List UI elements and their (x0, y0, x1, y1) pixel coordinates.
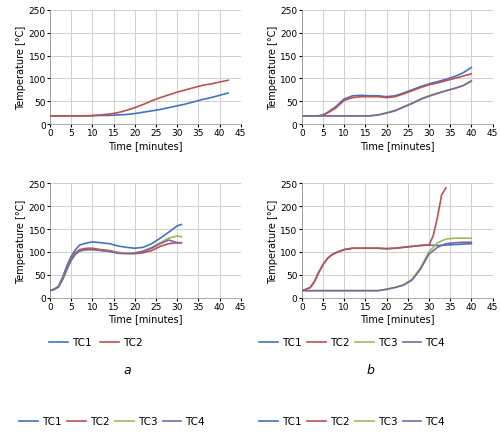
Y-axis label: Temperature [°C]: Temperature [°C] (16, 199, 26, 283)
X-axis label: Time [minutes]: Time [minutes] (360, 314, 434, 324)
Legend: TC1, TC2, TC3, TC4: TC1, TC2, TC3, TC4 (15, 412, 210, 431)
Legend: TC1, TC2, TC3, TC4: TC1, TC2, TC3, TC4 (255, 412, 450, 431)
Y-axis label: Temperature [°C]: Temperature [°C] (268, 26, 278, 110)
Y-axis label: Temperature [°C]: Temperature [°C] (16, 26, 26, 110)
X-axis label: Time [minutes]: Time [minutes] (108, 314, 182, 324)
X-axis label: Time [minutes]: Time [minutes] (108, 141, 182, 151)
X-axis label: Time [minutes]: Time [minutes] (360, 141, 434, 151)
Legend: TC1, TC2: TC1, TC2 (45, 333, 147, 352)
Text: a: a (124, 364, 132, 377)
Y-axis label: Temperature [°C]: Temperature [°C] (268, 199, 278, 283)
Text: b: b (366, 364, 374, 377)
Legend: TC1, TC2, TC3, TC4: TC1, TC2, TC3, TC4 (255, 333, 450, 352)
